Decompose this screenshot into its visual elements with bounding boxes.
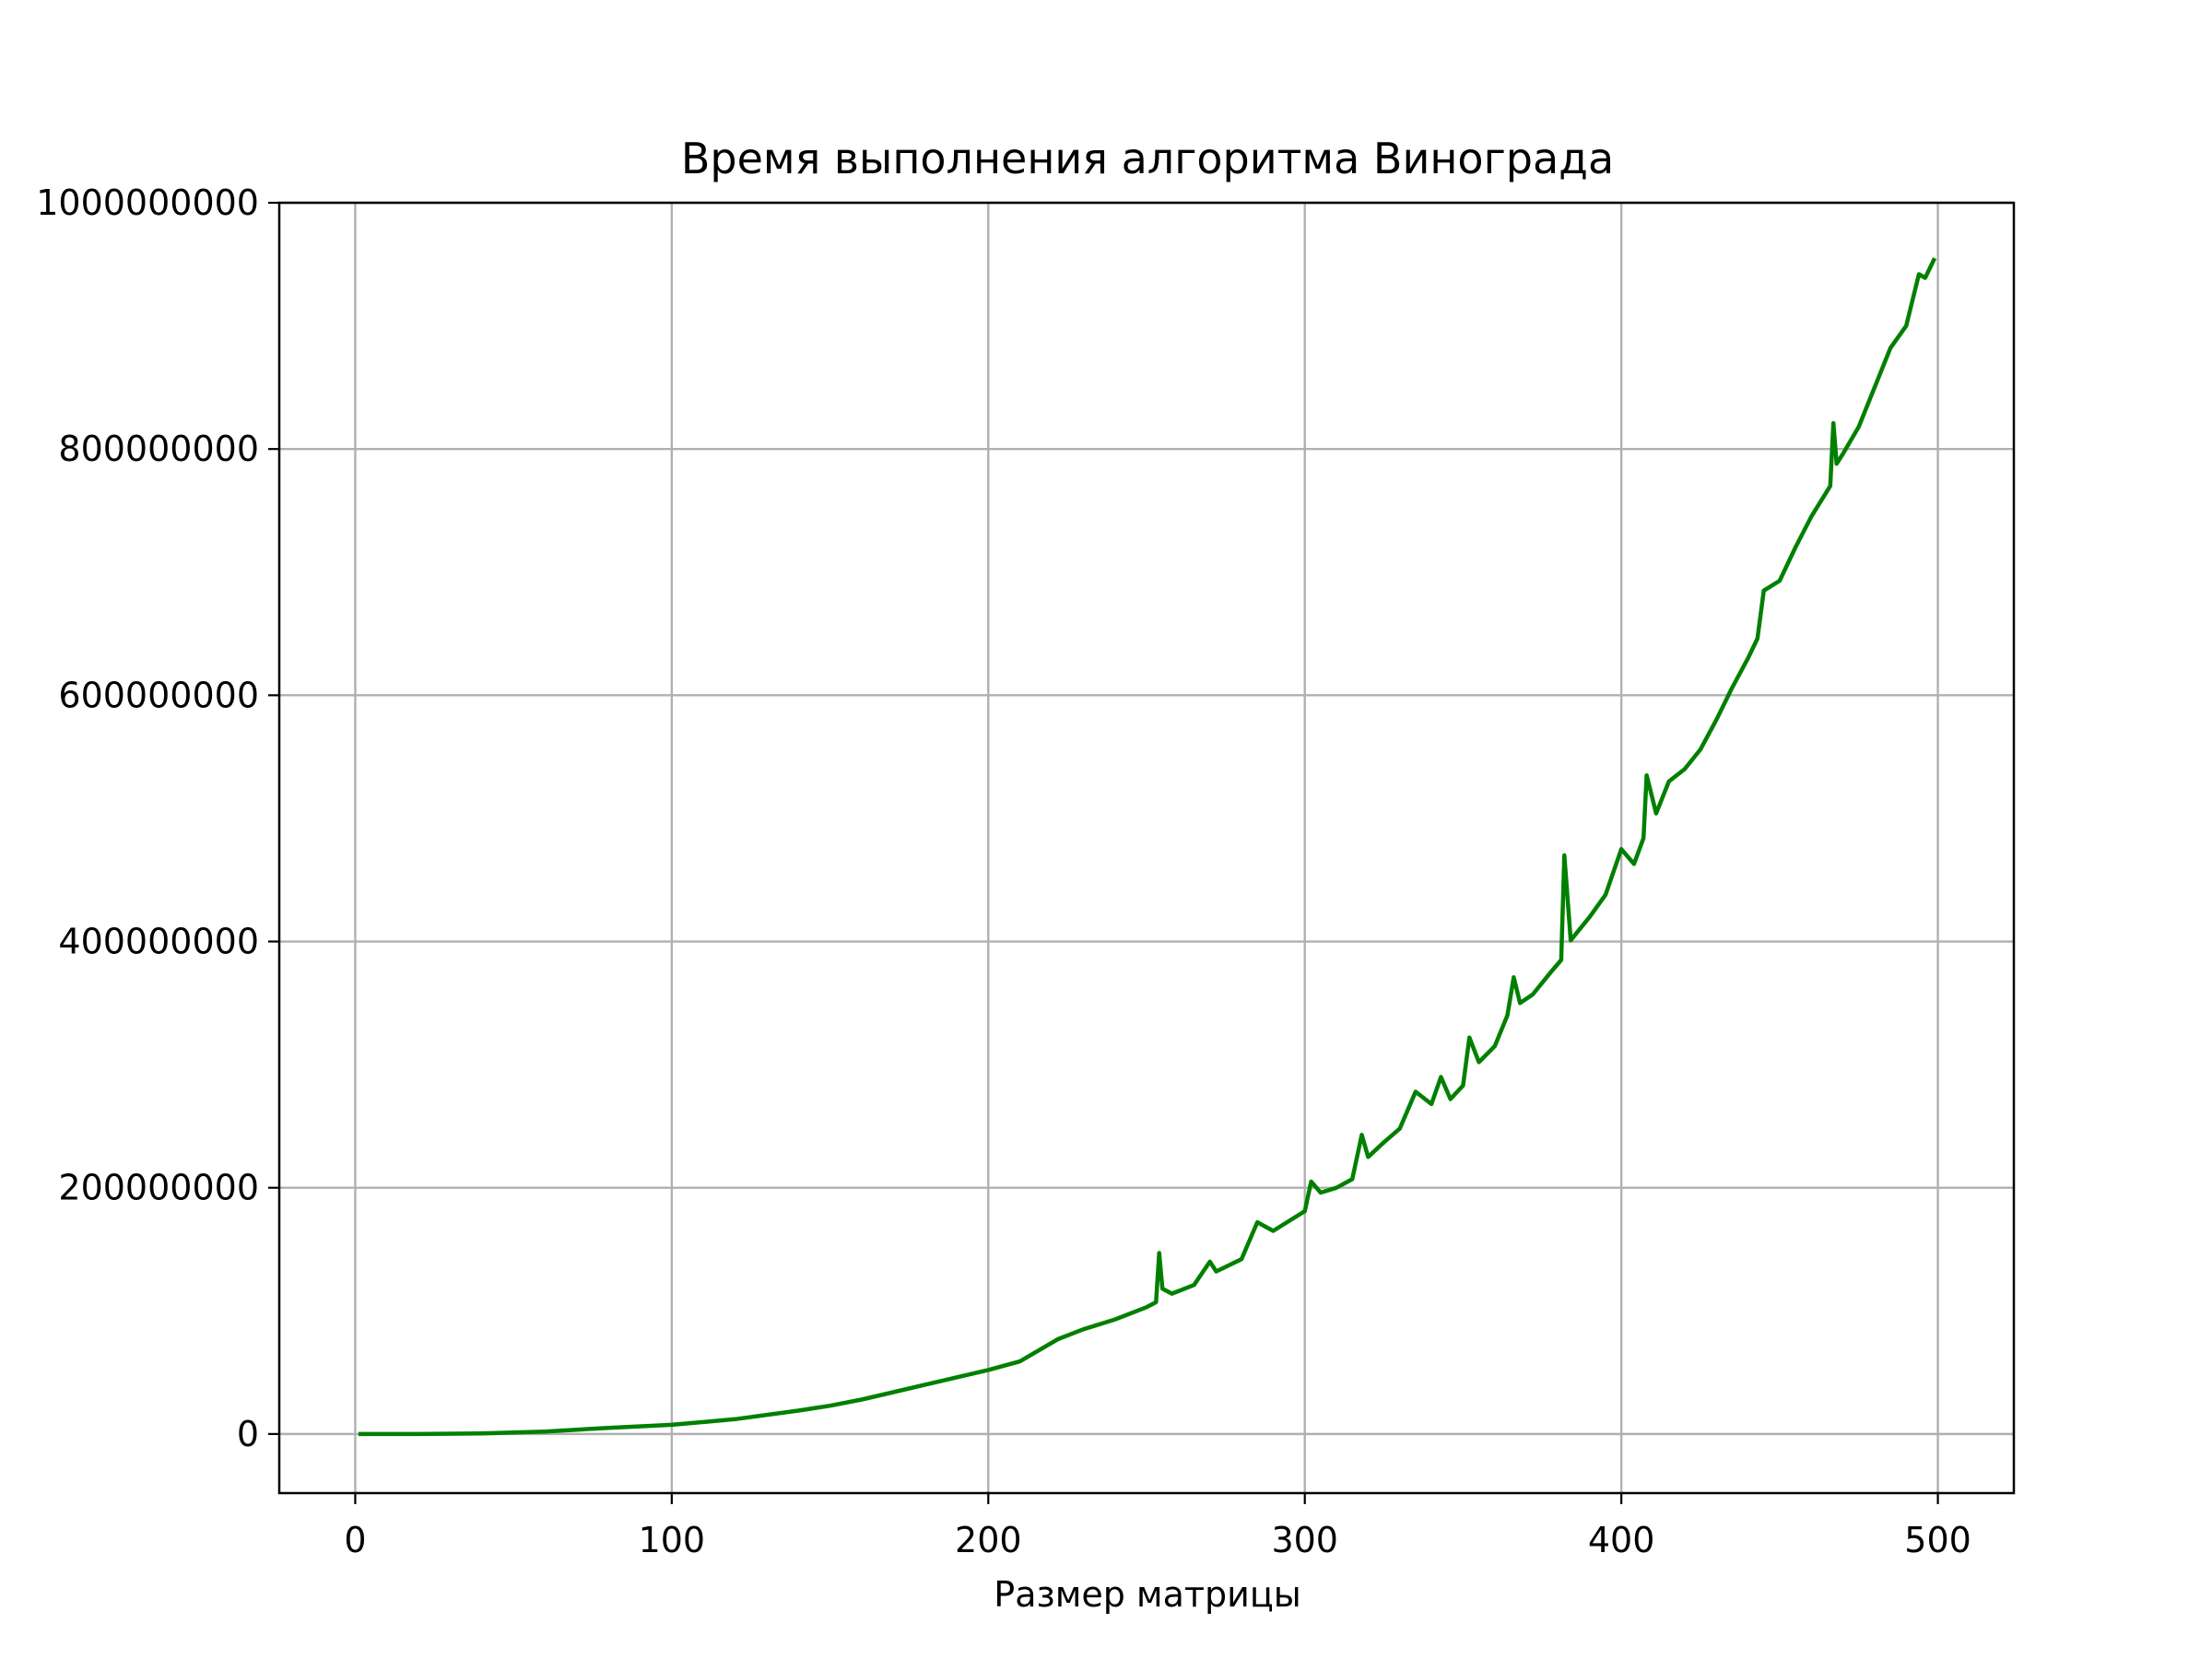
x-axis-label: Размер матрицы — [994, 1574, 1300, 1615]
x-tick-label: 300 — [1271, 1520, 1338, 1560]
x-tick-label: 400 — [1588, 1520, 1655, 1560]
x-tick-label: 200 — [955, 1520, 1022, 1560]
y-tick-label: 1000000000 — [36, 182, 259, 223]
y-tick-label: 600000000 — [58, 675, 259, 715]
x-axis: 0 100 200 300 400 500 — [344, 1493, 1971, 1560]
plot-frame — [277, 201, 2016, 1495]
series-line — [358, 257, 1937, 1437]
x-tick-label: 100 — [639, 1520, 706, 1560]
y-tick-label: 200000000 — [58, 1168, 259, 1208]
y-axis: 0 200000000 400000000 600000000 800000000 100… — [36, 182, 279, 1454]
series-layer — [358, 257, 1937, 1437]
y-tick-label: 400000000 — [58, 922, 259, 962]
grid — [279, 201, 2014, 1493]
chart-title: Время выполнения алгоритма Винограда — [681, 134, 1614, 183]
x-tick-label: 500 — [1904, 1520, 1971, 1560]
x-tick-label: 0 — [344, 1520, 366, 1560]
y-tick-label: 0 — [237, 1414, 259, 1454]
y-tick-label: 800000000 — [58, 429, 259, 469]
